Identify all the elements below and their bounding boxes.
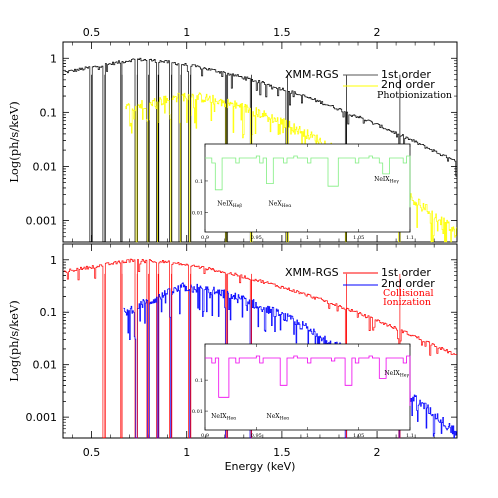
y-tick-label: 0.01 <box>33 160 58 173</box>
y-tick-label: 0.001 <box>26 411 58 424</box>
inset-spectrum-line <box>205 155 411 208</box>
inset-annotation-label: NeIXHeγ <box>374 176 399 185</box>
x-axis-label: Energy (keV) <box>225 460 296 473</box>
bottom-series-line-1st <box>64 258 457 439</box>
inset-x-tick-label: 0.95 <box>251 235 262 241</box>
inset-x-tick-label: 1.05 <box>353 235 364 241</box>
top-series-line-1st <box>64 57 457 243</box>
inset-x-tick-label: 1 <box>306 235 309 241</box>
top-legend-instrument: XMM-RGS <box>285 68 339 81</box>
inset-annotation-sub: Heα <box>280 415 290 421</box>
top-y-axis-label: Log(ph/s/keV) <box>7 101 21 182</box>
x-tick-label: 2 <box>374 446 381 459</box>
bottom-legend-instrument: XMM-RGS <box>285 266 339 279</box>
inset-y-tick-label: 0.1 <box>195 179 203 185</box>
x-tick-label: 1.5 <box>273 446 291 459</box>
inset-annotation-label: NeIXHeα <box>211 413 236 422</box>
bottom-panel: 0.001 0.01 0.1 1 0.5 1 1.5 2 Log(ph/s/keV) Ener… <box>7 243 458 473</box>
y-tick-label: 1 <box>50 52 57 65</box>
top-plot-frame <box>62 41 458 243</box>
bottom-plot-frame <box>62 243 458 439</box>
inset-y-tick-label: 0.1 <box>195 378 203 384</box>
inset-annotation-label: NeXHeα <box>269 201 292 210</box>
bottom-legend: XMM-RGS 1st order 2nd order Collisional … <box>285 266 435 308</box>
y-tick-label: 0.1 <box>40 306 58 319</box>
y-tick-label: 0.001 <box>26 214 58 227</box>
bottom-legend-entry-1st: 1st order <box>381 266 431 279</box>
top-panel: 0.001 0.01 0.1 1 0.5 1 1.5 2 Log(ph/s/keV) XMM-… <box>7 26 458 243</box>
inset-x-tick-label: 0.95 <box>251 433 262 439</box>
bottom-legend-entry-2nd: 2nd order <box>381 277 435 290</box>
top-legend-model: Photoionization <box>377 90 452 101</box>
inset-x-tick-label: 1.05 <box>353 433 364 439</box>
inset-y-tick-label: 0.01 <box>192 211 203 217</box>
top-legend-entry-2nd: 2nd order <box>381 78 435 91</box>
bottom-axis-ticks: 0.001 0.01 0.1 1 0.5 1 1.5 2 <box>26 243 457 459</box>
inset-x-tick-label: 1.1 <box>406 235 414 241</box>
top-legend-entry-1st: 1st order <box>381 68 431 81</box>
top-legend: XMM-RGS 1st order 2nd order Photoionizat… <box>285 68 452 101</box>
y-tick-label: 0.1 <box>40 106 58 119</box>
bottom-legend-model-2: Ionization <box>383 297 431 308</box>
top-inset: 0.9 0.95 1 1.05 1.1 0.1 0.01 NeIXHeβ NeXHeα NeIXH… <box>192 143 414 241</box>
x-tick-label: 1.5 <box>273 26 291 39</box>
inset-annotation-label: NeIXHeβ <box>217 201 242 210</box>
inset-x-tick-label: 0.9 <box>201 235 209 241</box>
inset-annotation-label: NeIXHeγ <box>384 370 409 379</box>
y-tick-label: 1 <box>50 254 57 267</box>
inset-spectrum-line <box>205 355 411 406</box>
inset-annotation-sub: Heβ <box>233 203 243 209</box>
x-tick-label: 0.5 <box>83 446 101 459</box>
inset-annotation-sub: Heα <box>227 415 237 421</box>
bottom-y-axis-label: Log(ph/s/keV) <box>7 300 21 381</box>
top-inset-frame <box>204 143 411 233</box>
inset-x-tick-label: 1.1 <box>406 433 414 439</box>
x-tick-label: 1 <box>183 26 190 39</box>
inset-y-tick-label: 0.01 <box>192 409 203 415</box>
top-axis-ticks: 0.001 0.01 0.1 1 0.5 1 1.5 2 <box>26 26 457 243</box>
y-tick-label: 0.01 <box>33 359 58 372</box>
x-tick-label: 1 <box>183 446 190 459</box>
x-tick-label: 0.5 <box>83 26 101 39</box>
x-tick-label: 2 <box>374 26 381 39</box>
inset-x-tick-label: 1 <box>306 433 309 439</box>
inset-annotation-sub: Heγ <box>400 372 410 378</box>
inset-x-tick-label: 0.9 <box>201 433 209 439</box>
bottom-inset: 0.9 0.95 1 1.05 1.1 0.1 0.01 NeIXHeα NeXHeα NeIXH… <box>192 343 414 439</box>
bottom-legend-model-1: Collisional <box>383 288 434 299</box>
inset-annotation-sub: Heγ <box>390 178 400 184</box>
inset-annotation-sub: Heα <box>282 203 292 209</box>
inset-annotation-label: NeXHeα <box>267 413 290 422</box>
